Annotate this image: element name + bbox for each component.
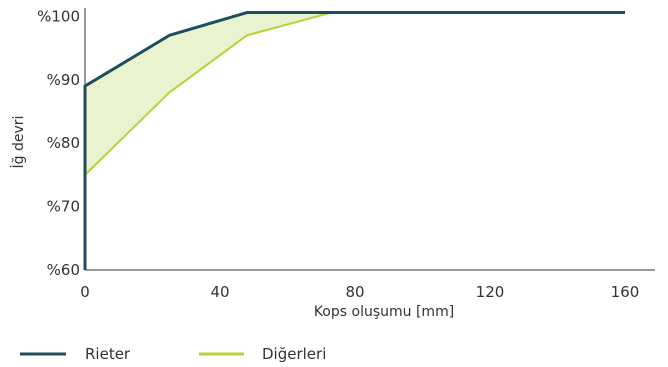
legend: Rieter Diğerleri <box>20 345 326 363</box>
x-tick-label: 160 <box>611 283 640 301</box>
series-line-rieter <box>83 11 625 270</box>
y-axis-title: İğ devri <box>9 116 27 169</box>
legend-label-rieter: Rieter <box>85 345 131 363</box>
fill-between-area <box>85 12 332 270</box>
y-tick-label: %90 <box>47 71 80 89</box>
x-tick-label: 80 <box>345 283 364 301</box>
series-layer <box>83 11 625 270</box>
y-tick-label: %60 <box>47 261 80 279</box>
x-tick-label: 40 <box>210 283 229 301</box>
plot-area <box>85 12 332 270</box>
x-tick-label: 120 <box>476 283 505 301</box>
tick-labels: 0 40 80 120 160 %60 %70 %80 %90 %100 <box>37 7 639 301</box>
y-tick-label: %100 <box>37 7 80 25</box>
x-tick-label: 0 <box>80 283 90 301</box>
y-tick-label: %70 <box>47 198 80 216</box>
y-tick-label: %80 <box>47 134 80 152</box>
legend-label-digerleri: Diğerleri <box>262 345 326 363</box>
x-axis-title: Kops oluşumu [mm] <box>314 304 454 320</box>
